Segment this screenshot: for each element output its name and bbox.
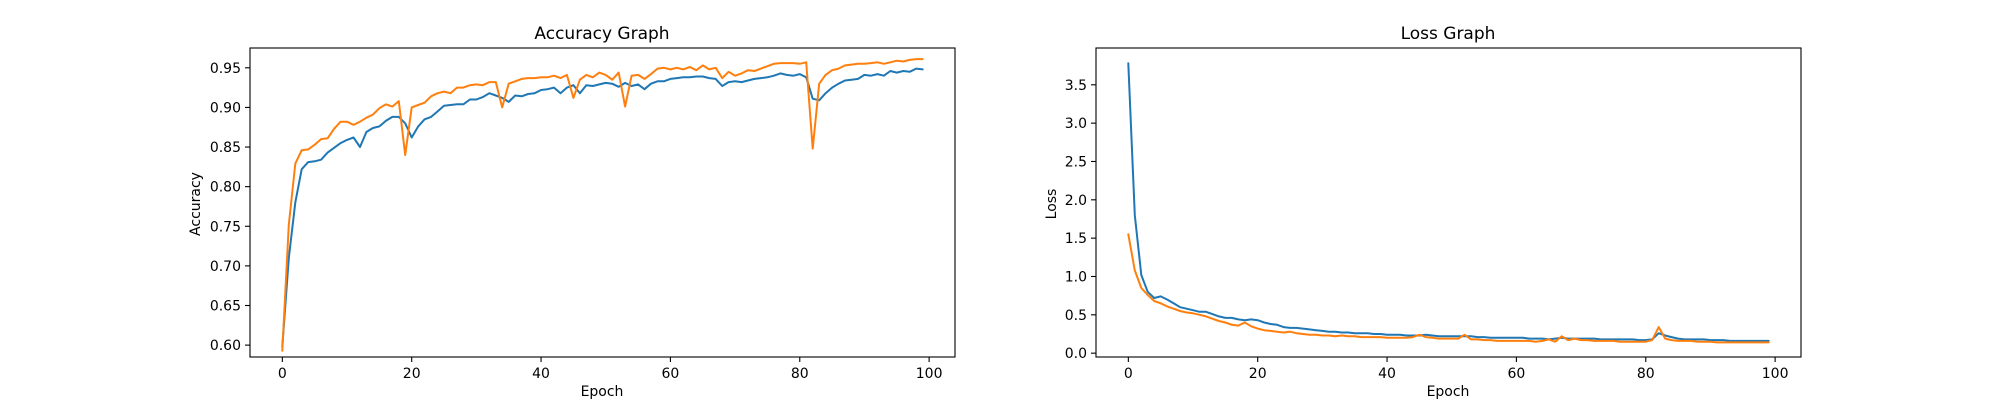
series-line-2 bbox=[1127, 233, 1770, 344]
y-tick-label: 0.75 bbox=[210, 219, 241, 235]
series-line-1 bbox=[281, 67, 924, 348]
x-tick-label: 20 bbox=[1249, 366, 1267, 382]
y-tick-label: 1.5 bbox=[1065, 231, 1087, 247]
x-tick-label: 0 bbox=[278, 366, 287, 382]
x-tick-label: 40 bbox=[532, 366, 550, 382]
chart-title: Accuracy Graph bbox=[534, 24, 669, 44]
y-axis-label: Accuracy bbox=[188, 172, 204, 236]
x-tick-label: 100 bbox=[1762, 366, 1789, 382]
y-tick-label: 2.0 bbox=[1065, 193, 1087, 209]
x-tick-label: 20 bbox=[403, 366, 421, 382]
axes-frame bbox=[249, 47, 956, 358]
x-tick-label: 60 bbox=[1507, 366, 1525, 382]
series-line-2 bbox=[281, 58, 924, 352]
y-tick-label: 1.0 bbox=[1065, 269, 1087, 285]
y-tick-label: 0.65 bbox=[210, 299, 241, 315]
y-tick-label: 0.85 bbox=[210, 140, 241, 156]
x-tick-label: 80 bbox=[1637, 366, 1655, 382]
plot-area bbox=[281, 58, 924, 352]
y-tick-label: 0.90 bbox=[210, 100, 241, 116]
y-tick-label: 3.5 bbox=[1065, 78, 1087, 94]
y-tick-label: 0.0 bbox=[1065, 346, 1087, 362]
chart-title: Loss Graph bbox=[1401, 24, 1496, 44]
y-tick-label: 0.80 bbox=[210, 180, 241, 196]
x-tick-label: 80 bbox=[791, 366, 809, 382]
axis-ticks: 0 20 40 60 80 100 0.60 0.65 0.70 0.75 0.80 0.85 0.90… bbox=[210, 61, 943, 382]
y-tick-label: 0.70 bbox=[210, 259, 241, 275]
x-tick-label: 0 bbox=[1124, 366, 1133, 382]
axis-ticks: 0 20 40 60 80 100 0.0 0.5 1.0 1.5 2.0 2.5 3.0 3.5 bbox=[1065, 78, 1789, 382]
y-tick-label: 2.5 bbox=[1065, 154, 1087, 170]
x-tick-label: 40 bbox=[1378, 366, 1396, 382]
x-tick-label: 100 bbox=[916, 366, 943, 382]
axes-frame bbox=[1095, 47, 1802, 358]
x-tick-label: 60 bbox=[661, 366, 679, 382]
y-tick-label: 0.5 bbox=[1065, 308, 1087, 324]
plot-area bbox=[1127, 62, 1770, 344]
accuracy-chart: Accuracy Graph Epoch Accuracy 0 20 40 60 80 1… bbox=[188, 24, 956, 400]
x-axis-label: Epoch bbox=[581, 384, 624, 400]
y-tick-label: 0.60 bbox=[210, 338, 241, 354]
x-axis-label: Epoch bbox=[1427, 384, 1470, 400]
y-tick-label: 0.95 bbox=[210, 61, 241, 77]
y-tick-label: 3.0 bbox=[1065, 116, 1087, 132]
y-axis-label: Loss bbox=[1044, 189, 1060, 220]
loss-chart: Loss Graph Epoch Loss 0 20 40 60 80 100 0.0 0.5… bbox=[1044, 24, 1802, 400]
